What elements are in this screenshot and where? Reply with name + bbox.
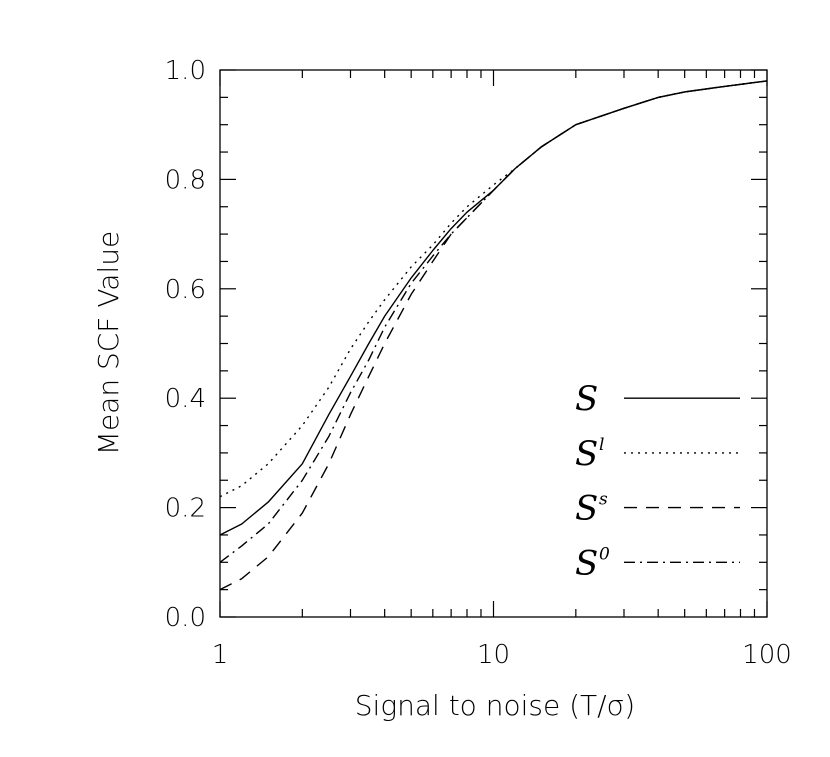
legend-label: S bbox=[575, 379, 598, 419]
legend-item-main: S bbox=[575, 379, 740, 419]
legend-superscript: 0 bbox=[599, 544, 610, 564]
legend-label: S bbox=[575, 489, 598, 529]
y-tick-label: 1.0 bbox=[165, 56, 206, 86]
legend-superscript: l bbox=[599, 435, 604, 455]
series-line-l bbox=[219, 80, 768, 498]
legend-label: S bbox=[575, 434, 598, 474]
series-line-main bbox=[219, 80, 768, 536]
x-tick-label: 10 bbox=[477, 640, 510, 670]
series-lines bbox=[219, 80, 768, 591]
x-tick-label: 1 bbox=[212, 640, 229, 670]
series-line-s bbox=[219, 80, 768, 591]
x-tick-labels: 1 10 100 bbox=[212, 640, 792, 670]
x-axis-label: Signal to noise (T/σ) bbox=[355, 689, 635, 722]
y-tick-label: 0.4 bbox=[165, 384, 206, 414]
y-tick-labels: 0.0 0.2 0.4 0.6 0.8 1.0 bbox=[165, 56, 206, 633]
y-tick-label: 0.2 bbox=[165, 494, 206, 524]
y-tick-label: 0.6 bbox=[165, 275, 206, 305]
minor-ticks bbox=[220, 70, 767, 617]
y-axis-label: Mean SCF Value bbox=[92, 231, 125, 455]
plot-frame bbox=[219, 69, 768, 618]
series-line-0 bbox=[219, 80, 768, 563]
major-ticks bbox=[219, 69, 768, 618]
x-tick-label: 100 bbox=[742, 640, 792, 670]
legend-label: S bbox=[575, 543, 598, 583]
y-tick-label: 0.8 bbox=[165, 165, 206, 195]
legend: SS lS sS 0 bbox=[575, 379, 740, 583]
legend-superscript: s bbox=[599, 490, 608, 510]
y-tick-label: 0.0 bbox=[165, 603, 206, 633]
